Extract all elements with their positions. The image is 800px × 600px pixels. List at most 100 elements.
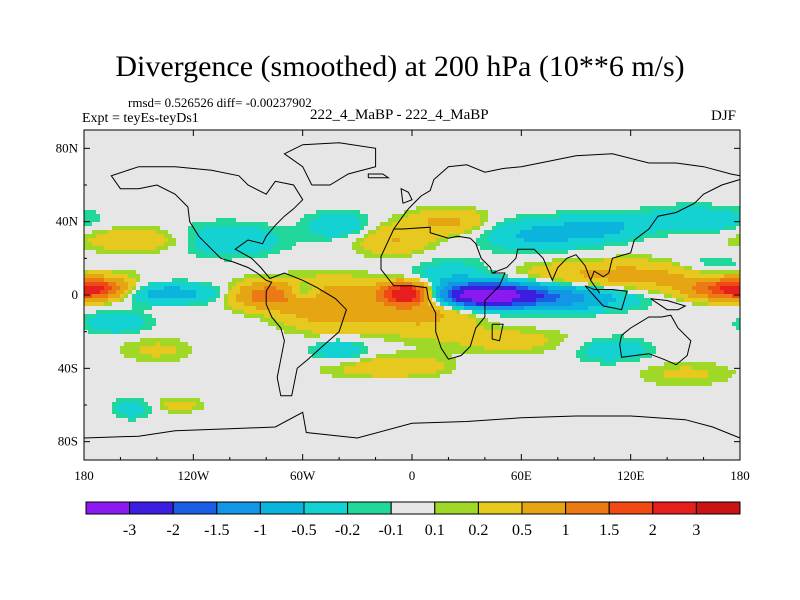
- field-cell: [84, 406, 112, 411]
- colorbar-label: -0.2: [335, 522, 360, 539]
- field-cell: [680, 290, 696, 295]
- colorbar-label: 3: [692, 522, 700, 539]
- colorbar-swatch: [347, 501, 392, 515]
- field-cell: [196, 254, 268, 259]
- field-cell: [608, 302, 640, 307]
- field-cell: [264, 286, 276, 291]
- field-cell: [296, 326, 484, 331]
- field-cell: [428, 294, 432, 299]
- field-cell: [176, 350, 192, 355]
- field-cell: [356, 250, 372, 255]
- field-cell: [180, 358, 360, 363]
- field-cell: [192, 222, 268, 227]
- field-cell: [436, 358, 456, 363]
- field-cell: [492, 242, 604, 247]
- field-cell: [88, 330, 112, 335]
- field-cell: [664, 362, 716, 367]
- field-cell: [140, 314, 152, 319]
- field-cell: [204, 402, 740, 407]
- x-tick-label: 120E: [617, 468, 645, 483]
- field-cell: [112, 410, 120, 415]
- field-cell: [624, 334, 740, 339]
- x-tick-label: 60E: [511, 468, 532, 483]
- field-cell: [436, 290, 440, 295]
- field-cell: [188, 342, 316, 347]
- field-cell: [440, 298, 444, 303]
- field-cell: [420, 210, 476, 215]
- field-cell: [692, 266, 740, 271]
- field-cell: [640, 358, 740, 363]
- field-cell: [576, 246, 604, 251]
- field-cell: [612, 294, 636, 299]
- field-cell: [424, 282, 428, 287]
- field-cell: [680, 366, 692, 371]
- field-cell: [392, 222, 428, 227]
- field-cell: [84, 206, 416, 211]
- field-cell: [576, 350, 584, 355]
- field-cell: [560, 330, 740, 335]
- field-cell: [504, 246, 576, 251]
- field-cell: [732, 210, 740, 215]
- field-cell: [264, 314, 296, 319]
- field-cell: [440, 242, 476, 247]
- field-cell: [640, 234, 668, 239]
- field-cell: [556, 346, 580, 351]
- field-cell: [124, 298, 132, 303]
- x-tick-label: 60W: [290, 468, 316, 483]
- field-cell: [320, 334, 360, 339]
- field-cell: [440, 282, 448, 287]
- field-cell: [656, 346, 740, 351]
- season-label: DJF: [711, 108, 737, 124]
- field-cell: [588, 346, 644, 351]
- field-cell: [244, 314, 264, 319]
- field-cell: [576, 354, 588, 359]
- colorbar-swatch: [434, 501, 479, 515]
- field-cell: [260, 318, 276, 323]
- field-cell: [108, 298, 120, 303]
- stats-text: rmsd= 0.526526 diff= -0.00237902: [128, 95, 312, 110]
- field-cell: [432, 282, 440, 287]
- field-cell: [96, 234, 164, 239]
- field-cell: [516, 266, 532, 271]
- field-cell: [100, 218, 216, 223]
- colorbar-label: 0.5: [512, 522, 532, 539]
- field-cell: [192, 406, 204, 411]
- field-cell: [420, 298, 424, 303]
- field-cell: [84, 230, 92, 235]
- field-cell: [84, 154, 740, 159]
- field-cell: [456, 358, 580, 363]
- field-cell: [732, 374, 740, 379]
- field-cell: [84, 246, 104, 251]
- field-cell: [524, 262, 552, 267]
- field-cell: [436, 338, 548, 343]
- field-cell: [464, 262, 484, 267]
- field-cell: [148, 290, 196, 295]
- field-cell: [356, 362, 444, 367]
- field-cell: [392, 282, 412, 287]
- field-cell: [488, 218, 504, 223]
- field-cell: [640, 206, 680, 211]
- field-cell: [644, 338, 740, 343]
- field-cell: [568, 250, 740, 255]
- field-cell: [432, 258, 480, 263]
- field-cell: [488, 238, 524, 243]
- field-cell: [424, 294, 428, 299]
- colorbar-swatch: [477, 501, 523, 515]
- field-cell: [420, 322, 476, 327]
- field-cell: [440, 294, 448, 299]
- field-cell: [636, 354, 652, 359]
- field-cell: [396, 306, 412, 311]
- field-cell: [460, 286, 516, 291]
- field-cell: [128, 294, 132, 299]
- field-cell: [116, 414, 128, 419]
- field-cell: [84, 418, 128, 423]
- field-cell: [724, 226, 736, 231]
- field-cell: [324, 286, 380, 291]
- field-cell: [112, 226, 160, 231]
- field-cell: [428, 286, 432, 291]
- field-cell: [496, 222, 504, 227]
- field-cell: [412, 270, 424, 275]
- field-cell: [580, 358, 604, 363]
- field-cell: [284, 294, 296, 299]
- field-cell: [236, 218, 300, 223]
